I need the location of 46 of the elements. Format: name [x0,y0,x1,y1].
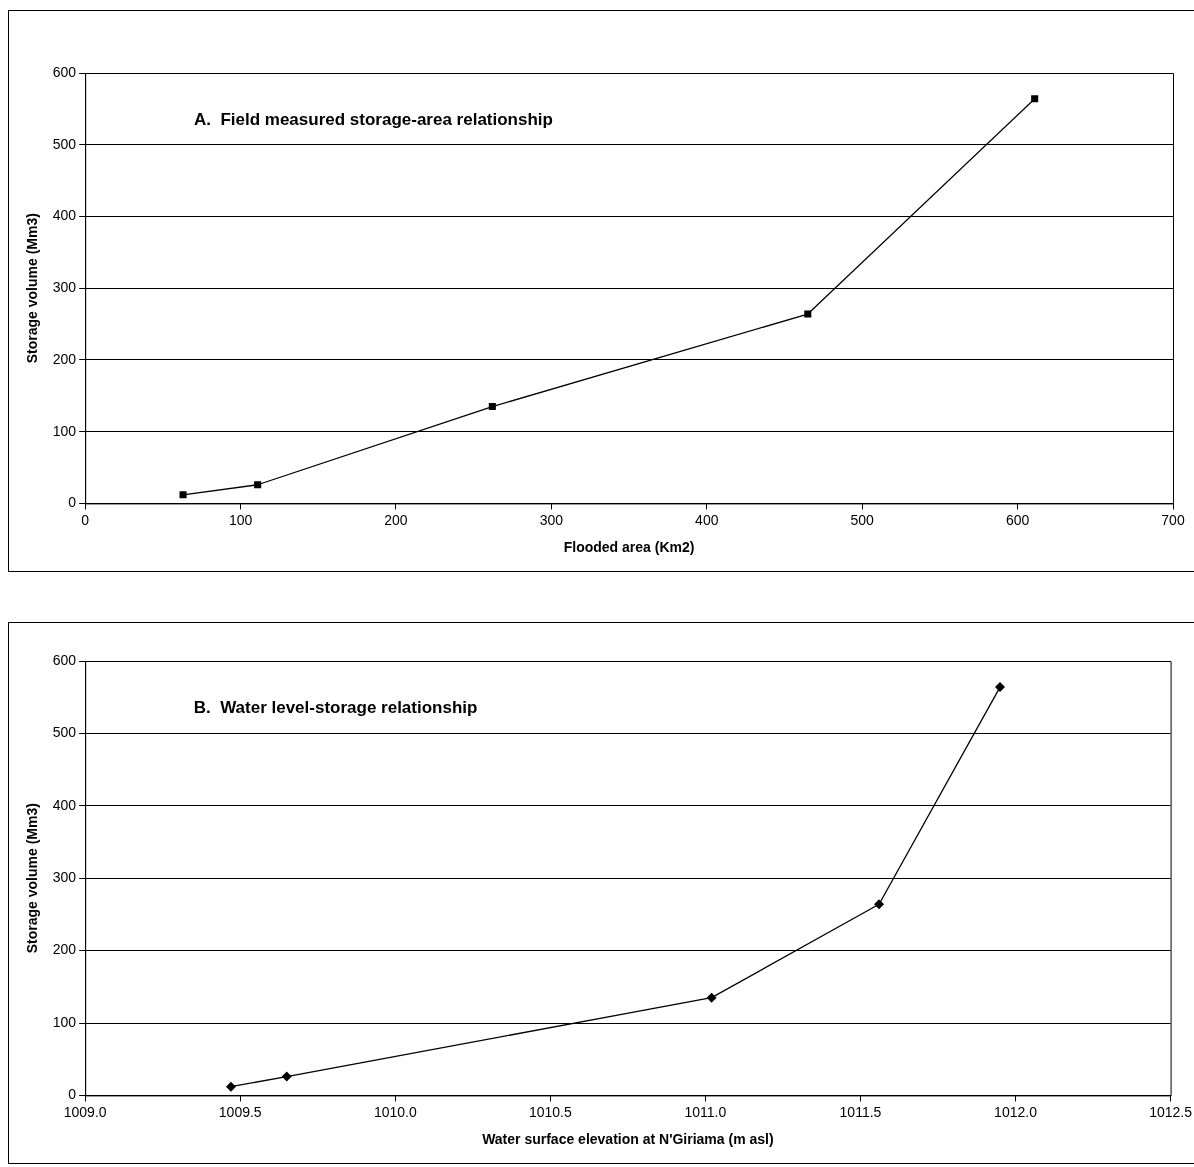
y-tick-label: 200 [52,941,77,958]
x-tick-label: 200 [384,511,408,528]
x-tick-label: 1010.5 [528,1103,572,1120]
y-tick-label: 400 [52,207,77,224]
point [804,310,812,318]
point [254,481,262,489]
y-tick-label: 0 [68,1086,77,1103]
x-tick-label: 600 [1005,511,1030,528]
x-tick-label: 1012.5 [1149,1103,1193,1120]
y-tick-label: 600 [52,651,77,668]
point [179,491,187,499]
x-tick-label: 1011.0 [684,1103,727,1120]
x-tick-label: 700 [1161,511,1185,528]
x-tick-label: 1009.5 [218,1103,262,1120]
y-axis-title: Storage volume (Mm3) [24,803,41,954]
x-tick-label: 1009.0 [63,1103,107,1120]
x-tick-label: 1012.0 [994,1103,1038,1120]
y-axis-title: Storage volume (Mm3) [24,213,41,364]
y-tick-label: 500 [52,135,77,152]
x-axis-title: Water surface elevation at N'Giriama (m asl) [482,1131,774,1148]
point [1031,95,1039,103]
point [225,1081,236,1092]
y-tick-label: 600 [52,63,77,80]
x-tick-label: 100 [228,511,253,528]
x-tick-label: 500 [850,511,875,528]
x-tick-label: 1010.0 [373,1103,417,1120]
y-tick-label: 300 [52,279,77,296]
y-tick-label: 500 [52,724,77,741]
text: A. Field measured storage-area relationship [193,110,553,130]
y-tick-label: 300 [52,869,77,886]
y-tick-label: 200 [52,350,77,367]
y-tick-label: 400 [52,796,77,813]
y-tick-label: 100 [52,1013,77,1030]
point [995,682,1006,693]
x-tick-label: 300 [539,511,564,528]
text: B. Water level-storage relationship [193,698,478,718]
x-tick-label: 1011.5 [839,1103,882,1120]
point [706,992,717,1003]
point [281,1071,292,1082]
point [874,899,885,910]
x-tick-label: 400 [695,511,719,528]
point [488,403,496,411]
x-axis-title: Flooded area (Km2) [563,539,695,556]
x-tick-label: 0 [81,511,90,528]
y-tick-label: 100 [52,422,77,439]
y-tick-label: 0 [68,494,77,511]
